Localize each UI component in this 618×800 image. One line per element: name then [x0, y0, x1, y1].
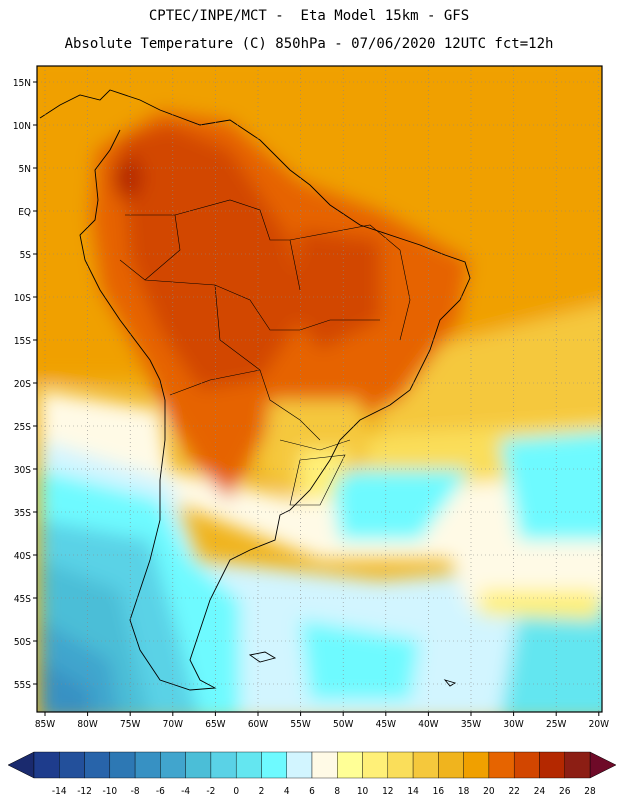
lat-label: 15N: [13, 78, 31, 89]
lon-label: 55W: [290, 719, 310, 730]
colorbar-swatch: [337, 751, 363, 779]
lat-label: 10S: [14, 293, 31, 304]
colorbar-label: 4: [284, 786, 290, 797]
colorbar-max-arrow: [589, 751, 617, 779]
lon-label: 80W: [77, 719, 97, 730]
colorbar-label: -8: [131, 786, 140, 797]
lon-label: 85W: [35, 719, 55, 730]
colorbar-swatch: [59, 751, 85, 779]
colorbar-swatch: [412, 751, 439, 779]
lat-label: 5S: [20, 250, 32, 261]
colorbar-swatch: [33, 751, 60, 779]
colorbar-label: -6: [156, 786, 165, 797]
lon-label: 70W: [163, 719, 183, 730]
colorbar-label: 18: [458, 786, 470, 797]
colorbar-label: -12: [77, 786, 92, 797]
colorbar-swatch: [387, 751, 414, 779]
colorbar-swatch: [463, 751, 490, 779]
colorbar-swatch: [539, 751, 565, 779]
colorbar-label: 0: [233, 786, 239, 797]
lat-label: 35S: [14, 508, 31, 519]
lon-label: 20W: [589, 719, 609, 730]
colorbar-swatch: [488, 751, 515, 779]
colorbar-label: -2: [206, 786, 215, 797]
colorbar-swatch: [286, 751, 313, 779]
longitude-axis: 85W 80W 75W 70W 65W 60W 55W 50W 45W 40W 35W 30W 25W 2…: [35, 712, 609, 730]
colorbar-swatch: [311, 751, 338, 779]
lon-label: 50W: [333, 719, 353, 730]
map-title-line2: Absolute Temperature (C) 850hPa - 07/06/…: [64, 36, 554, 52]
colorbar-swatch: [134, 751, 161, 779]
temperature-colorbar: -14 -12 -10 -8 -6 -4 -2 0 2 4 6 8 10 12 14 16 18 20 22 24 26…: [7, 751, 617, 797]
colorbar-label: -14: [52, 786, 67, 797]
lat-label: 55S: [14, 680, 31, 691]
colorbar-label: -10: [102, 786, 117, 797]
coastlines: [39, 89, 471, 691]
lat-label: 20S: [14, 379, 31, 390]
colorbar-label: 14: [407, 786, 419, 797]
lat-label: 40S: [14, 551, 31, 562]
colorbar-label: 26: [559, 786, 571, 797]
lon-label: 75W: [120, 719, 140, 730]
colorbar-min-arrow: [7, 751, 35, 779]
colorbar-label: 2: [259, 786, 265, 797]
map-title-line1: CPTEC/INPE/MCT - Eta Model 15km - GFS: [148, 8, 470, 24]
colorbar-swatch: [210, 751, 237, 779]
latitude-axis: 15N 10N 5N EQ 5S 10S 15S 20S 25S 30S 35S 40S 45S 50S 5…: [13, 78, 37, 691]
colorbar-swatch: [362, 751, 389, 779]
colorbar-label: -4: [181, 786, 190, 797]
lon-label: 40W: [418, 719, 438, 730]
colorbar-label: 22: [508, 786, 519, 797]
colorbar-swatch: [564, 751, 591, 779]
colorbar-label: 16: [433, 786, 445, 797]
colorbar-swatch: [513, 751, 540, 779]
colorbar-swatch: [160, 751, 186, 779]
colorbar-swatch: [438, 751, 464, 779]
colorbar-swatch: [235, 751, 262, 779]
lat-label: 5N: [19, 164, 31, 175]
lat-label: 45S: [14, 594, 31, 605]
colorbar-label: 10: [357, 786, 369, 797]
lon-label: 25W: [546, 719, 566, 730]
colorbar-label: 12: [382, 786, 393, 797]
colorbar-label: 8: [334, 786, 340, 797]
temperature-field: [37, 66, 602, 712]
lat-label: 10N: [13, 121, 31, 132]
lon-label: 60W: [248, 719, 268, 730]
lat-label: EQ: [18, 207, 31, 218]
lat-label: 25S: [14, 422, 31, 433]
map-frame: [36, 65, 603, 713]
colorbar-swatch: [109, 751, 136, 779]
lat-label: 50S: [14, 637, 31, 648]
colorbar-label: 24: [534, 786, 546, 797]
colorbar-swatch: [84, 751, 111, 779]
colorbar-label: 6: [309, 786, 315, 797]
colorbar-label: 20: [483, 786, 495, 797]
lon-label: 35W: [461, 719, 481, 730]
lon-label: 45W: [376, 719, 396, 730]
lat-label: 15S: [14, 336, 31, 347]
colorbar-swatch: [185, 751, 212, 779]
lon-label: 30W: [503, 719, 523, 730]
lat-label: 30S: [14, 465, 31, 476]
colorbar-swatch: [261, 751, 287, 779]
colorbar-label: 28: [584, 786, 596, 797]
lon-label: 65W: [205, 719, 225, 730]
